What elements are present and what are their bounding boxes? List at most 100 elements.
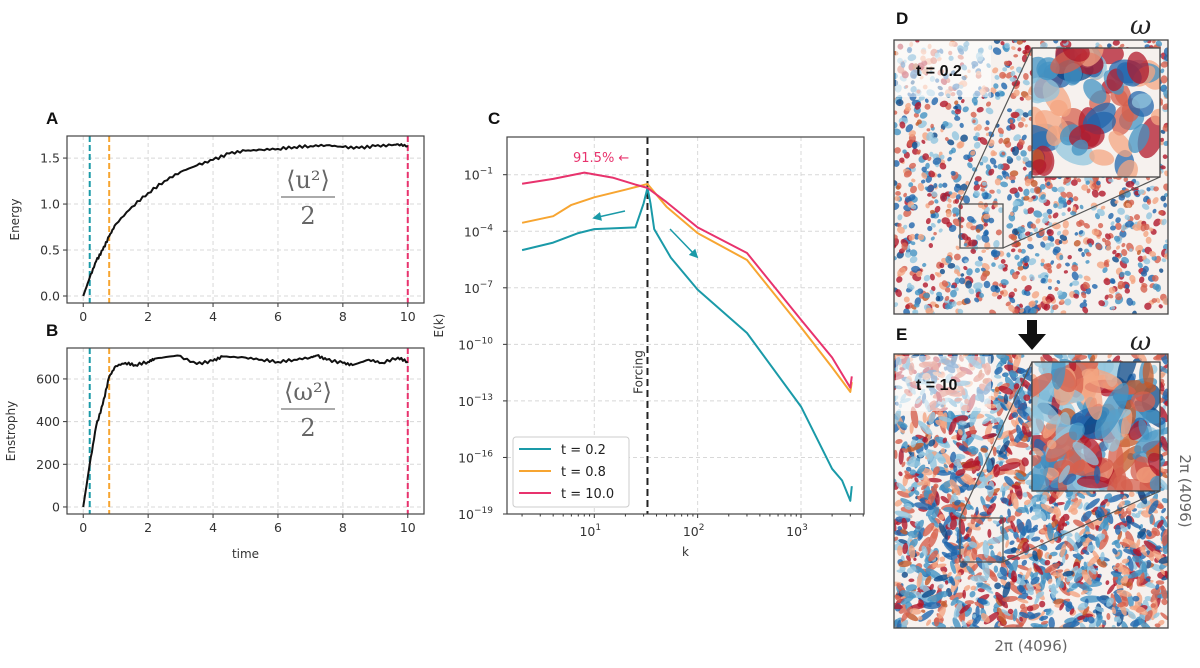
omega-symbol-e: ω [1130, 327, 1151, 357]
vortex-blob [962, 460, 981, 469]
vortex-blob [1142, 362, 1154, 389]
vortex-blob [1074, 612, 1084, 619]
vortex-blob [1012, 200, 1018, 207]
vortex-blob [976, 106, 984, 113]
vortex-blob [1002, 434, 1010, 444]
vortex-blob [1005, 176, 1009, 180]
vortex-blob [902, 542, 909, 555]
y-tick-label: 600 [36, 371, 60, 386]
vortex-blob [1064, 540, 1075, 551]
vortex-blob [990, 417, 1002, 424]
plot-area [82, 348, 409, 514]
vortex-blob [994, 366, 1003, 375]
vortex-blob [1146, 187, 1151, 192]
vortex-blob [970, 434, 984, 441]
vortex-blob [939, 262, 945, 268]
vortex-blob [979, 137, 988, 145]
vortex-blob [1007, 582, 1023, 595]
legend: t = 0.2 t = 0.8 t = 10.0 [512, 436, 630, 508]
vortex-blob [1004, 470, 1018, 475]
vortex-blob [1044, 559, 1051, 566]
vortex-blob [925, 175, 933, 183]
vortex-blob [1150, 588, 1161, 595]
vortex-blob [963, 195, 970, 204]
vortex-blob [1108, 293, 1114, 299]
vortex-blob [1040, 610, 1046, 617]
vortex-blob [942, 514, 953, 532]
vortex-blob [1033, 563, 1044, 575]
vortex-blob [989, 157, 997, 165]
x-extent-label: 2π (4096) [994, 637, 1067, 655]
vortex-blob [934, 303, 940, 309]
vortex-blob [982, 540, 990, 558]
vortex-blob [1130, 279, 1136, 285]
vortex-blob [1140, 270, 1148, 277]
vortex-blob [947, 139, 955, 146]
vortex-blob [901, 461, 906, 468]
vortex-blob [909, 421, 914, 434]
vortex-blob [1043, 303, 1051, 311]
vortex-blob [967, 239, 978, 247]
vortex-blob [911, 141, 918, 149]
vortex-blob [1079, 204, 1084, 210]
vortex-blob [921, 589, 936, 598]
vortex-blob [1146, 212, 1153, 220]
vortex-blob [1019, 96, 1024, 101]
vortex-blob [926, 619, 932, 626]
vortex-blob [938, 606, 946, 619]
vortex-blob [1008, 559, 1019, 579]
vortex-blob [895, 289, 902, 298]
zoom-connector-line [1002, 176, 1161, 249]
vortex-blob [1131, 93, 1152, 109]
vortex-blob [969, 505, 974, 510]
vortex-blob [917, 182, 925, 192]
vortex-blob [1004, 42, 1010, 49]
vortex-blob [1106, 597, 1114, 607]
vortex-blob [983, 474, 993, 484]
vortex-blob [1098, 535, 1109, 550]
legend-label: t = 10.0 [561, 487, 614, 502]
vortex-blob [1160, 435, 1168, 452]
vortex-blob [1024, 285, 1032, 292]
vortex-blob [1120, 576, 1129, 584]
vortex-blob [1091, 283, 1098, 289]
vortex-blob [928, 200, 935, 206]
vortex-blob [949, 592, 965, 601]
vortex-blob [921, 166, 927, 173]
vortex-blob [1058, 197, 1067, 204]
vortex-blob [1136, 538, 1141, 548]
y-axis-label: Energy [8, 198, 22, 240]
vortex-blob [983, 213, 991, 220]
vortex-blob [975, 506, 979, 516]
vortex-blob [898, 471, 903, 477]
vortex-blob [1024, 178, 1032, 187]
vortex-blob [956, 141, 964, 149]
vortex-blob [1078, 528, 1086, 536]
vortex-blob [963, 154, 970, 161]
vortex-blob [974, 260, 983, 267]
vortex-blob [1104, 259, 1109, 266]
legend-label: t = 0.8 [561, 465, 606, 480]
vortex-blob [933, 183, 938, 189]
vortex-blob [964, 297, 971, 304]
vortex-blob [906, 459, 921, 468]
panel-label-c: C [488, 109, 500, 128]
vortex-blob [967, 216, 975, 223]
vortex-blob [1019, 616, 1023, 622]
vortex-blob [954, 415, 969, 423]
vortex-blob [1009, 66, 1015, 70]
vortex-blob [1151, 274, 1159, 282]
vortex-blob [917, 527, 925, 541]
vortex-blob [984, 423, 993, 437]
vortex-blob [970, 585, 977, 591]
vortex-blob [989, 189, 995, 194]
vortex-blob [1016, 597, 1029, 604]
vortex-blob [1025, 407, 1031, 413]
vortex-blob [1133, 605, 1148, 616]
vortex-blob [1058, 516, 1065, 534]
vortex-blob [1066, 490, 1074, 498]
vortex-blob [1000, 41, 1005, 46]
x-tick-label: 2 [144, 309, 152, 324]
vortex-blob [1031, 291, 1040, 299]
vortex-blob [1141, 203, 1150, 210]
